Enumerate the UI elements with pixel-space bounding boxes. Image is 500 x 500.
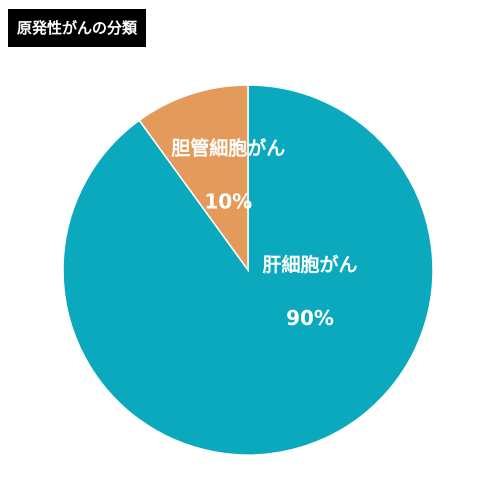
slice-label-1: 肝細胞がん xyxy=(262,253,357,276)
slice-value-label-1: 90% xyxy=(286,306,334,330)
pie-slices xyxy=(62,84,434,456)
chart-title: 原発性がんの分類 xyxy=(8,9,147,47)
slice-label-2: 胆管細胞がん xyxy=(171,137,285,160)
pie-labels: 肝細胞がん 90% 胆管細胞がん 10% xyxy=(171,137,357,330)
pie-slice-2 xyxy=(138,84,249,273)
slice-value-label-2: 10% xyxy=(204,190,252,214)
